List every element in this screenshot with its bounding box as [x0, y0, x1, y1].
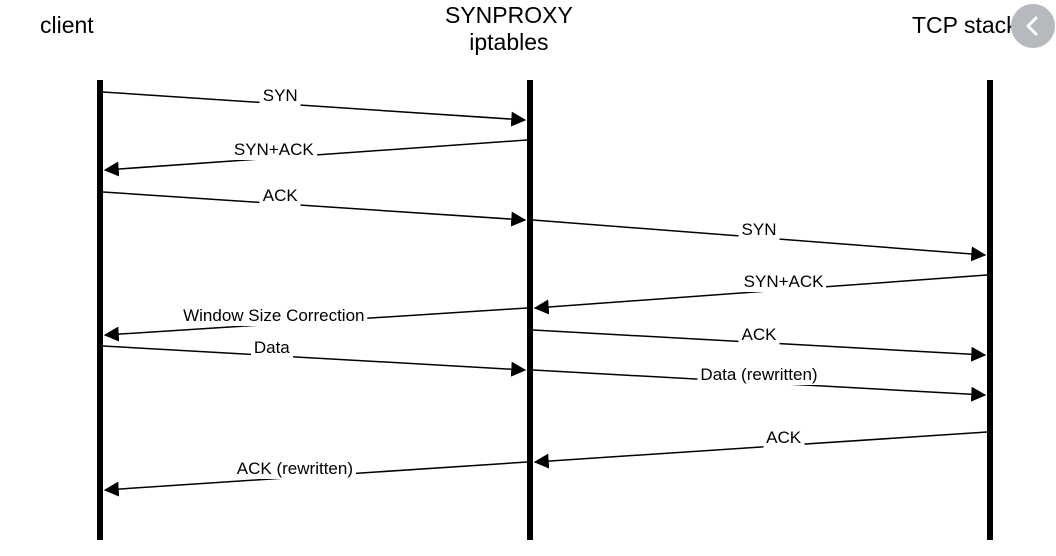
message-label: SYN — [260, 86, 301, 106]
message-label: ACK — [739, 325, 780, 345]
message-arrow — [535, 432, 987, 462]
message-label: Window Size Correction — [180, 306, 367, 326]
message-label: SYN — [739, 220, 780, 240]
message-arrow — [103, 346, 525, 370]
participant-label-tcp: TCP stack — [912, 12, 1018, 39]
message-label: ACK — [763, 428, 804, 448]
prev-nav-button[interactable] — [1011, 4, 1055, 48]
message-arrow — [103, 192, 525, 220]
chevron-left-icon — [1021, 14, 1045, 38]
message-label: Data (rewritten) — [697, 365, 820, 385]
sequence-diagram: { "diagram": { "type": "sequence", "widt… — [0, 0, 1056, 556]
participant-label-client: client — [40, 12, 94, 39]
message-arrow — [103, 92, 525, 120]
participant-label-synproxy: SYNPROXY iptables — [445, 2, 573, 56]
message-label: SYN+ACK — [741, 272, 827, 292]
message-label: SYN+ACK — [231, 140, 317, 160]
message-label: ACK (rewritten) — [234, 459, 356, 479]
diagram-svg — [0, 0, 1056, 556]
message-label: ACK — [260, 186, 301, 206]
message-label: Data — [251, 338, 293, 358]
